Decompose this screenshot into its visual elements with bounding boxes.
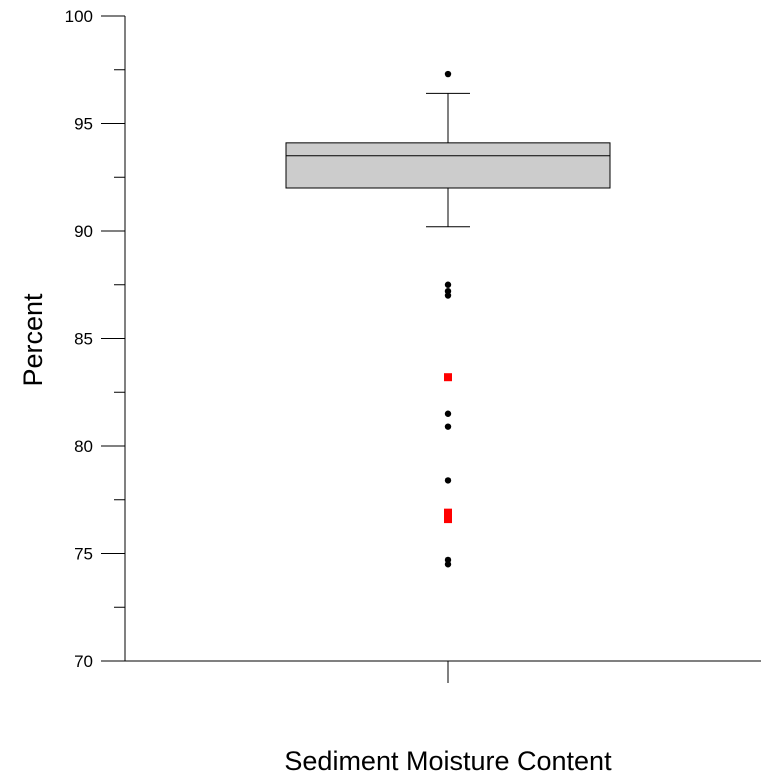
y-tick-label: 70 — [74, 652, 93, 671]
y-tick-label: 95 — [74, 115, 93, 134]
outlier-point — [444, 292, 452, 299]
outlier-point — [444, 561, 452, 568]
outlier-point — [444, 410, 452, 417]
x-axis — [125, 660, 761, 683]
outlier-point — [444, 281, 452, 288]
interquartile-box — [285, 142, 611, 189]
outlier-point-red — [444, 373, 452, 382]
y-tick-label: 90 — [74, 222, 93, 241]
outlier-point-red — [444, 508, 452, 517]
outlier-point — [444, 477, 452, 484]
y-tick-label: 75 — [74, 545, 93, 564]
box-plot — [285, 92, 611, 228]
y-tick-label: 85 — [74, 330, 93, 349]
y-tick-label: 80 — [74, 437, 93, 456]
outliers — [444, 70, 452, 568]
outlier-point — [444, 423, 452, 430]
y-axis: 70 75 80 85 90 95 100 — [65, 7, 126, 671]
outlier-point — [444, 70, 452, 78]
y-axis-title: Percent — [18, 293, 48, 387]
outlier-point-red — [444, 515, 452, 524]
y-tick-label: 100 — [65, 7, 93, 26]
x-axis-title: Sediment Moisture Content — [284, 746, 612, 776]
